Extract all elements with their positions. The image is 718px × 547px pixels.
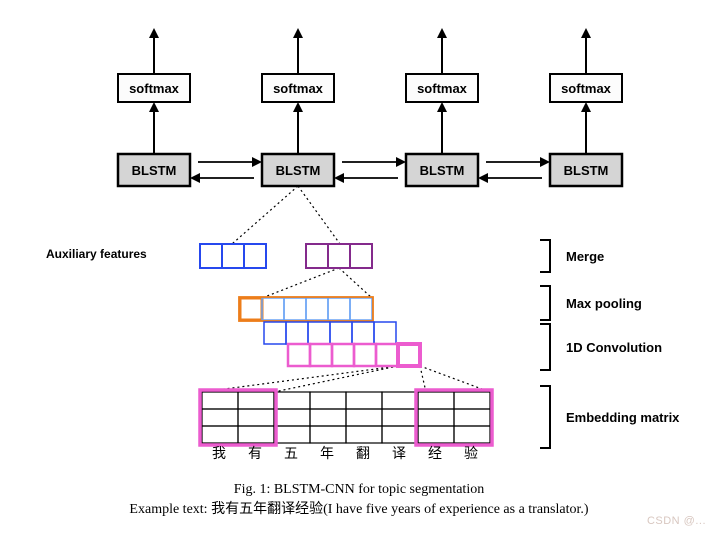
svg-text:五: 五 [284,445,298,461]
watermark: CSDN @... [647,515,706,527]
svg-text:年: 年 [320,445,334,461]
svg-text:我: 我 [212,445,226,461]
svg-text:BLSTM: BLSTM [420,163,465,178]
svg-text:Embedding matrix: Embedding matrix [566,410,680,425]
svg-text:BLSTM: BLSTM [132,163,177,178]
svg-text:BLSTM: BLSTM [564,163,609,178]
svg-text:softmax: softmax [273,81,324,96]
svg-text:1D Convolution: 1D Convolution [566,340,662,355]
svg-text:译: 译 [392,445,406,461]
svg-text:有: 有 [248,445,262,461]
svg-text:翻: 翻 [356,445,370,461]
svg-text:Auxiliary features: Auxiliary features [46,247,147,261]
caption-line2: Example text: 我有五年翻译经验(I have five years… [129,502,588,517]
caption-line1: Fig. 1: BLSTM-CNN for topic segmentation [234,482,484,497]
svg-text:Merge: Merge [566,249,604,264]
svg-text:softmax: softmax [417,81,468,96]
svg-text:Max pooling: Max pooling [566,296,642,311]
svg-text:经: 经 [428,445,442,461]
architecture-diagram: softmax softmax softmax softmax BLSTM BLSTM BL… [10,10,718,480]
figure-caption: Fig. 1: BLSTM-CNN for topic segmentation… [10,480,708,519]
svg-text:softmax: softmax [561,81,612,96]
svg-text:softmax: softmax [129,81,180,96]
svg-text:BLSTM: BLSTM [276,163,321,178]
svg-text:验: 验 [464,445,478,461]
